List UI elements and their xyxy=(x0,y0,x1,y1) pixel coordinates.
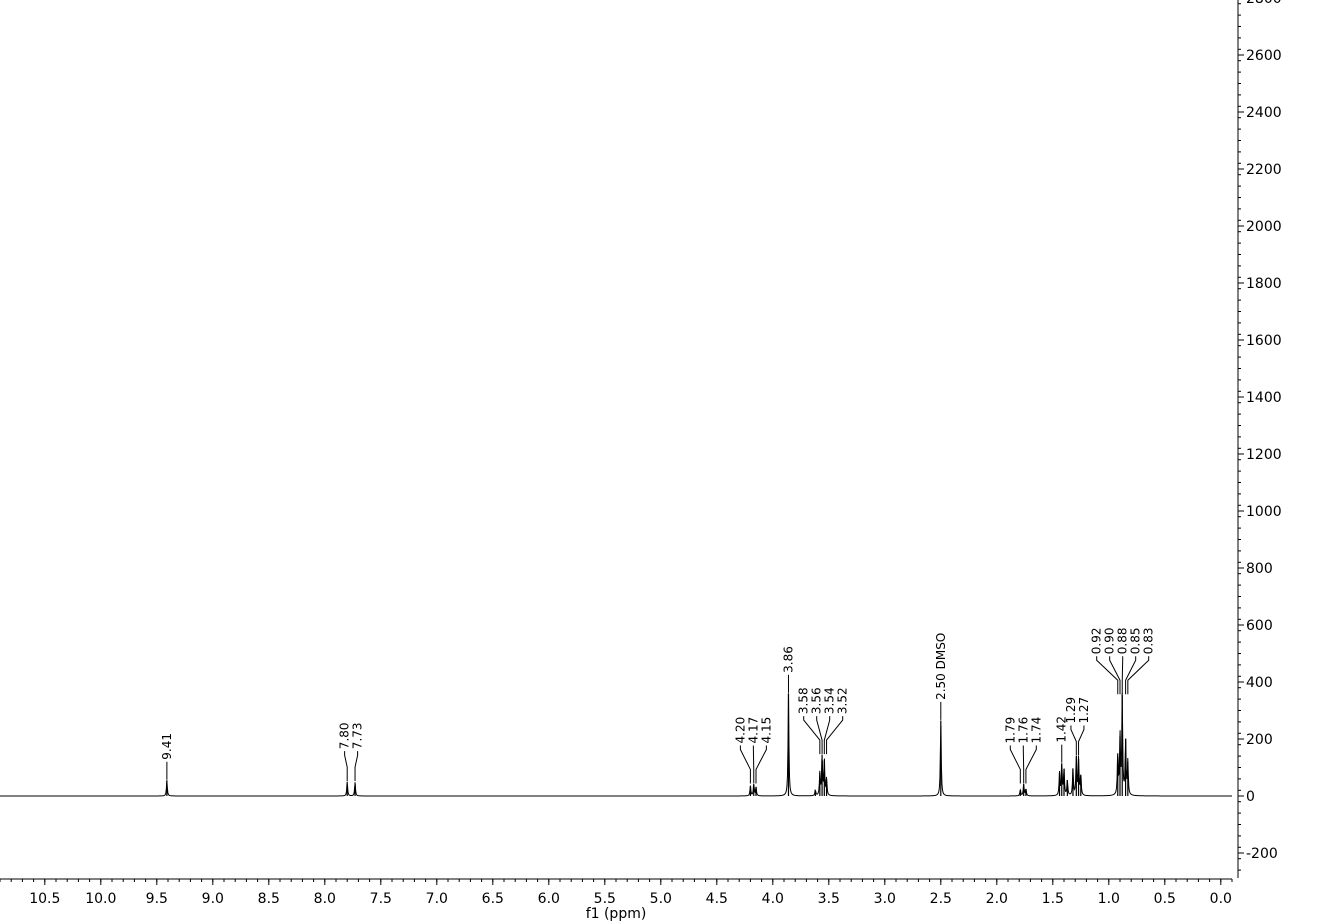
x-tick-label: 5.5 xyxy=(594,891,616,907)
y-tick-label: 200 xyxy=(1246,732,1273,748)
peak-label-leader xyxy=(739,745,751,784)
x-tick-label: 4.0 xyxy=(762,891,784,907)
peak-label: 0.90 xyxy=(1103,628,1117,655)
x-tick-label: 1.5 xyxy=(1042,891,1064,907)
x-tick-label: 3.5 xyxy=(818,891,840,907)
x-axis: 10.5 10.0 9.5 9.0 8.5 8.0 7.5 7.0 6.5 6.0 5.5 5.0 4.… xyxy=(0,878,1233,907)
spectrum-trace-group xyxy=(0,693,1232,797)
x-tick-label: 5.0 xyxy=(650,891,672,907)
peak-label: 4.20 xyxy=(733,717,747,744)
x-tick-label: 8.0 xyxy=(314,891,336,907)
peak-label-leader xyxy=(1070,725,1077,756)
x-tick-label: 7.5 xyxy=(370,891,392,907)
peak-label: 3.58 xyxy=(797,687,811,714)
peak-label: 1.29 xyxy=(1064,697,1078,724)
x-tick-label: 0.5 xyxy=(1154,891,1176,907)
x-tick-label: 4.5 xyxy=(706,891,728,907)
peak-label: 0.88 xyxy=(1116,628,1130,655)
peak-label-leader xyxy=(1125,656,1137,695)
y-tick-label: 1000 xyxy=(1246,504,1282,520)
x-tick-label: 2.0 xyxy=(986,891,1008,907)
peak-label-leader xyxy=(1096,656,1119,695)
peak-label-leader xyxy=(1009,745,1021,784)
peak-label: 1.74 xyxy=(1029,717,1043,744)
x-tick-label: 9.0 xyxy=(202,891,224,907)
y-tick-label: 2200 xyxy=(1246,162,1282,178)
y-tick-label: 800 xyxy=(1246,561,1273,577)
peak-label: 7.73 xyxy=(351,722,365,749)
peak-label-leader xyxy=(1109,656,1121,695)
y-tick-label: 400 xyxy=(1246,675,1273,691)
x-tick-label: 0.0 xyxy=(1210,891,1232,907)
peak-label-leader xyxy=(803,716,821,755)
x-tick-label: 6.5 xyxy=(482,891,504,907)
y-tick-label: 0 xyxy=(1246,789,1255,805)
peak-label-leader xyxy=(816,716,823,755)
peak-label: 1.27 xyxy=(1077,697,1091,724)
y-tick-label: 600 xyxy=(1246,618,1273,634)
x-tick-label: 3.0 xyxy=(874,891,896,907)
peak-label: 1.42 xyxy=(1055,716,1069,743)
peak-label-leader xyxy=(1127,656,1150,695)
x-tick-label: 9.5 xyxy=(146,891,168,907)
x-tick-label: 2.5 xyxy=(930,891,952,907)
peak-label: 1.79 xyxy=(1003,717,1017,744)
peak-label: 0.92 xyxy=(1090,628,1104,655)
peak-label: 1.76 xyxy=(1016,717,1030,744)
peak-label-leader xyxy=(826,716,844,755)
y-tick-label: -200 xyxy=(1246,846,1278,862)
x-tick-label: 6.0 xyxy=(538,891,560,907)
peak-label: 7.80 xyxy=(338,722,352,749)
x-tick-label: 10.0 xyxy=(85,891,116,907)
y-tick-label: 2400 xyxy=(1246,105,1282,121)
peak-label: 3.86 xyxy=(781,646,795,673)
peak-label: 4.17 xyxy=(746,717,760,744)
peak-label: 3.52 xyxy=(836,687,850,714)
peak-label: 0.85 xyxy=(1129,628,1143,655)
peak-label-leader xyxy=(755,745,767,784)
y-tick-label: 1800 xyxy=(1246,276,1282,292)
y-tick-label: 2800 xyxy=(1246,0,1282,7)
peak-label: 2.50 DMSO xyxy=(934,633,948,700)
y-tick-label: 1200 xyxy=(1246,447,1282,463)
y-axis: 2800260024002200200018001600140012001000… xyxy=(1237,0,1282,878)
y-tick-label: 1400 xyxy=(1246,390,1282,406)
peak-label-leader xyxy=(1078,725,1085,756)
peak-label-leader xyxy=(354,751,359,782)
x-axis-title: f1 (ppm) xyxy=(586,906,647,922)
x-tick-label: 10.5 xyxy=(29,891,60,907)
peak-labels: 9.41 7.80 7.73 4.20 4.17 4.15 3.863.58 3.56 3.54… xyxy=(160,628,1156,784)
peak-label: 3.56 xyxy=(810,687,824,714)
peak-label: 4.15 xyxy=(759,717,773,744)
peak-label: 3.54 xyxy=(823,687,837,714)
peak-label-leader xyxy=(344,751,348,782)
peak-label-leader xyxy=(1025,745,1037,784)
y-tick-label: 2600 xyxy=(1246,48,1282,64)
x-tick-label: 7.0 xyxy=(426,891,448,907)
peak-label-leader xyxy=(823,716,831,755)
x-tick-label: 8.5 xyxy=(258,891,280,907)
x-tick-label: 1.0 xyxy=(1098,891,1120,907)
peak-label: 9.41 xyxy=(160,733,174,760)
y-tick-label: 2000 xyxy=(1246,219,1282,235)
y-tick-label: 1600 xyxy=(1246,333,1282,349)
spectrum-trace xyxy=(0,693,1232,797)
peak-label: 0.83 xyxy=(1142,628,1156,655)
